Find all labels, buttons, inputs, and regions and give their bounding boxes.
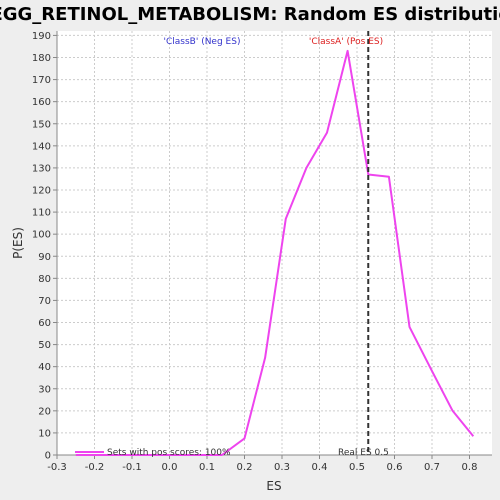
y-tick-label: 80 [38,274,51,285]
y-tick-label: 40 [38,362,51,373]
y-tick-label: 10 [38,428,51,439]
x-tick-label: -0.1 [122,462,142,473]
y-tick-label: 160 [32,97,51,108]
y-tick-label: 170 [32,75,51,86]
x-axis: -0.3 -0.2 -0.1 0.0 0.1 0.2 0.3 0.4 0.5 0.6 0.7 0.8 [47,455,477,473]
legend-label: Sets with pos scores: 100% [107,448,231,458]
x-tick-label: -0.2 [85,462,105,473]
y-tick-label: 110 [32,208,51,219]
y-tick-label: 0 [45,451,51,462]
chart-title: KEGG_RETINOL_METABOLISM: Random ES distr… [0,4,500,25]
y-tick-label: 30 [38,384,51,395]
y-tick-label: 150 [32,119,51,130]
y-tick-label: 140 [32,141,51,152]
plot-area [57,31,492,455]
x-tick-label: -0.3 [47,462,67,473]
x-tick-label: 0.0 [162,462,178,473]
y-tick-label: 130 [32,163,51,174]
y-tick-label: 20 [38,406,51,417]
x-tick-label: 0.4 [312,462,328,473]
y-tick-label: 50 [38,340,51,351]
y-tick-label: 100 [32,230,51,241]
series [75,49,475,456]
x-tick-label: 0.2 [237,462,253,473]
y-tick-label: 90 [38,252,51,263]
y-tick-label: 180 [32,53,51,64]
neg-es-label: 'ClassB' (Neg ES) [164,37,241,47]
series-line [75,49,475,456]
x-tick-label: 0.3 [274,462,290,473]
pos-es-label: 'ClassA' (Pos ES) [309,37,383,47]
x-tick-label: 0.7 [424,462,440,473]
x-tick-label: 0.1 [199,462,215,473]
real-es-label: Real ES 0.5 [338,448,389,458]
x-axis-label: ES [266,479,281,493]
y-tick-label: 60 [38,318,51,329]
y-axis-label: P(ES) [11,227,25,259]
x-tick-label: 0.6 [387,462,403,473]
x-tick-label: 0.5 [349,462,365,473]
y-tick-label: 190 [32,31,51,42]
y-tick-label: 120 [32,186,51,197]
x-tick-label: 0.8 [462,462,478,473]
y-axis: 0 10 20 30 40 50 60 70 80 90 100 110 120 130 140 150 160… [32,31,57,462]
y-tick-label: 70 [38,296,51,307]
